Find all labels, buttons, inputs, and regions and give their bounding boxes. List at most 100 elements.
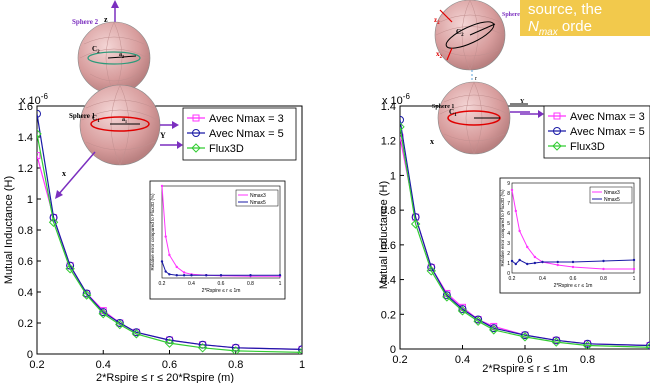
right-chart: 0.2 0.4 0.6 0.800.20.40.60.811.21.4 x 10-6 … — [378, 92, 650, 375]
annotation-note: source, the Nmax orde — [520, 0, 650, 36]
r-series-point-2 — [400, 122, 405, 132]
l-y-tick-label: 0.8 — [18, 225, 33, 237]
right-inset-point-0 — [514, 209, 518, 213]
r-series-point-2 — [426, 266, 436, 276]
x2-label: x2 — [436, 50, 443, 60]
left-inset-point-1 — [190, 274, 193, 277]
l-y-tick-label: 1.6 — [18, 101, 33, 113]
c1-right-label: C1 — [449, 108, 457, 118]
right-inset-legend-label-1: Nmax5 — [604, 197, 620, 203]
l-series-point-0 — [37, 152, 41, 160]
left-inset-legend-label-1: Nmax5 — [250, 200, 266, 206]
r-series-point-1 — [646, 341, 650, 349]
note-nmax-symbol: N — [528, 18, 539, 35]
l-y-tick-label: 0.4 — [18, 287, 33, 299]
right-inset-chart: 0.2 0.4 0.6 0.8 1 0 1 2 3 4 5 6 7 8 9 2*Rspire ≤ r ≤ 1m… — [499, 177, 641, 294]
right-inset-y-tick-label: 3 — [507, 241, 510, 247]
right-inset-y-tick-label: 6 — [507, 211, 510, 217]
right-legend-label-2: Flux3D — [570, 141, 605, 153]
right-inset-point-1 — [556, 260, 559, 264]
right-inset-x-label: 2*Rspire ≤ r ≤ 1m — [554, 283, 593, 289]
left-inset-x-tick-label: 1 — [279, 281, 282, 287]
r-series-point-1 — [583, 339, 592, 348]
left-exponent-label: x 10-6 — [20, 92, 48, 107]
r-y-tick-label: 1.4 — [381, 101, 396, 113]
l-series-point-1 — [37, 109, 41, 118]
r-x-tick-label: 0.6 — [517, 354, 532, 366]
left-inset-y-label: Relative error compared to Flux3D (%) — [150, 193, 155, 271]
l-series-point-2 — [115, 319, 125, 330]
right-inset-point-0 — [510, 188, 514, 192]
right-inset-line-1 — [511, 259, 635, 265]
l-y-tick-label: 1 — [27, 194, 33, 206]
z2-label: z2 — [434, 16, 440, 26]
left-y-axis-label: Mutual Inductance (H) — [3, 176, 15, 284]
r-series-point-1 — [552, 336, 561, 345]
right-inset-x-tick-label: 0.4 — [539, 276, 546, 282]
z-arrow-head — [111, 0, 119, 8]
left-inset-point-0 — [168, 253, 171, 257]
note-line-1: source, the — [528, 1, 603, 18]
l-y-tick-label: 0 — [27, 349, 33, 361]
l-x-tick-label: 0.6 — [162, 359, 177, 371]
left-chart: 0.2 0.4 0.6 0.8 100.20.40.60.811.21.41.6 x 1… — [3, 92, 305, 383]
l-series-line-1 — [37, 113, 302, 350]
right-inset-point-0 — [518, 229, 521, 233]
left-inset-x-tick-label: 0.6 — [218, 281, 225, 287]
r-series-point-2 — [551, 337, 561, 347]
r-series-point-1 — [458, 305, 467, 314]
r-series-point-1 — [442, 291, 451, 300]
l-series-point-1 — [99, 308, 108, 317]
r-series-point-1 — [521, 331, 529, 340]
right-inset-point-1 — [602, 259, 605, 263]
left-inset-point-1 — [160, 260, 164, 263]
r-series-point-2 — [473, 316, 483, 326]
left-inset-point-0 — [160, 184, 164, 188]
l-y-tick-label: 0.6 — [18, 256, 33, 268]
right-inset-point-1 — [514, 262, 518, 266]
r-series-line-1 — [400, 119, 650, 347]
right-inset-y-tick-label: 2 — [507, 251, 510, 257]
r-y-tick-label: 1 — [390, 170, 396, 182]
left-sphere-diagram: z Sphere 2 C2 a2 r Sphere 1 C1 a1 Y x — [55, 0, 179, 199]
r-series-point-2 — [457, 306, 468, 316]
left-legend-marker-2 — [191, 143, 201, 153]
right-inset-point-1 — [510, 259, 514, 263]
left-inset-legend-label-0: Nmax3 — [250, 193, 266, 199]
x-label: x — [62, 169, 66, 178]
l-y-tick-label: 1.4 — [18, 132, 33, 144]
right-inset-point-0 — [556, 263, 559, 267]
left-inset-chart: 0.2 0.4 0.6 0.8 1 2*Rspire ≤ r ≤ 1m Relative e… — [149, 180, 286, 300]
right-inset-legend-label-0: Nmax3 — [604, 190, 620, 196]
l-series-point-1 — [82, 289, 91, 298]
l-x-tick-label: 0.2 — [29, 359, 44, 371]
left-inset-x-tick-label: 0.2 — [159, 281, 166, 287]
left-x-axis-label: 2*Rspire ≤ r ≤ 20*Rspire (m) — [96, 372, 234, 383]
left-inset-point-1 — [168, 273, 171, 276]
r-series-point-2 — [520, 332, 530, 342]
right-inset-point-1 — [533, 261, 537, 265]
note-rest: orde — [557, 18, 592, 35]
right-inset-x-tick-label: 0.2 — [509, 276, 516, 282]
r-y-tick-label: 0.8 — [381, 205, 396, 217]
r-y-tick-label: 0 — [390, 344, 396, 356]
r-y-tick-label: 0.4 — [381, 275, 396, 287]
note-nmax-sub: max — [538, 27, 558, 36]
right-inset-x-tick-label: 0.8 — [600, 276, 607, 282]
left-legend-marker-1 — [192, 129, 200, 137]
r-series-point-1 — [400, 115, 404, 124]
left-inset-point-1 — [205, 274, 208, 277]
l-series-point-2 — [98, 308, 108, 319]
y-right-label: Y — [520, 99, 525, 105]
left-legend: Avec Nmax = 3 Avec Nmax = 5 Flux3D — [160, 107, 297, 161]
l-series-line-2 — [37, 133, 302, 353]
left-legend-label-1: Avec Nmax = 5 — [209, 128, 284, 140]
l-series-point-2 — [65, 264, 75, 274]
right-inset-y-tick-label: 8 — [507, 191, 510, 197]
right-exponent-label: x 10-6 — [382, 92, 410, 107]
right-inset-y-tick-label: 4 — [507, 231, 510, 237]
r-series-point-2 — [645, 342, 650, 349]
right-legend-marker-0 — [553, 112, 561, 120]
coil-c1 — [90, 116, 150, 132]
